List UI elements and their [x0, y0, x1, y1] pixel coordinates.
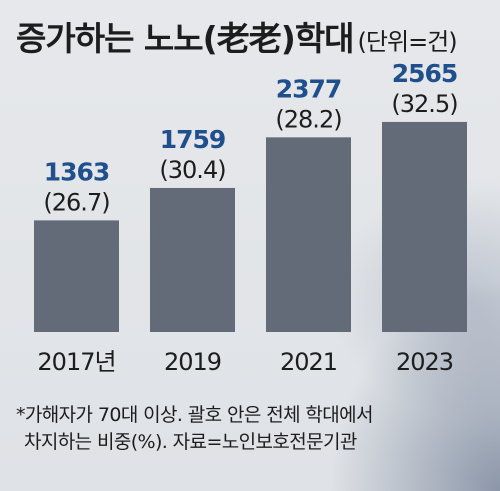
footnote: *가해자가 70대 이상. 괄호 안은 전체 학대에서 차지하는 비중(%). … [16, 402, 486, 456]
title-row: 증가하는 노노(老老)학대 (단위=건) [16, 12, 496, 60]
percent-label-3: (32.5) [391, 90, 457, 118]
percent-label-1: (30.4) [159, 156, 225, 184]
x-tick-label-3: 2023 [396, 348, 453, 376]
value-label-0: 1363 [44, 157, 110, 186]
bar-0 [34, 220, 119, 332]
bar-chart: (26.7)1363 2017년 (30.4)1759 2019 (28.2)2377 2… [34, 60, 467, 376]
chart-title: 증가하는 노노(老老)학대 [16, 19, 355, 58]
x-tick-label-0: 2017년 [37, 348, 115, 376]
percent-label-0: (26.7) [43, 188, 109, 216]
footnote-line-1: *가해자가 70대 이상. 괄호 안은 전체 학대에서 [16, 404, 374, 426]
percent-label-2: (28.2) [275, 105, 341, 133]
x-tick-label-1: 2019 [164, 348, 221, 376]
unit-label: (단위=건) [357, 28, 458, 56]
value-label-1: 1759 [160, 125, 226, 154]
x-tick-label-2: 2021 [280, 348, 337, 376]
bar-3 [382, 121, 467, 332]
value-label-2: 2377 [276, 74, 342, 103]
value-label-3: 2565 [392, 60, 458, 88]
footnote-line-2: 차지하는 비중(%). 자료=노인보호전문기관 [24, 431, 357, 453]
bar-1 [150, 187, 235, 332]
bar-2 [266, 137, 351, 332]
